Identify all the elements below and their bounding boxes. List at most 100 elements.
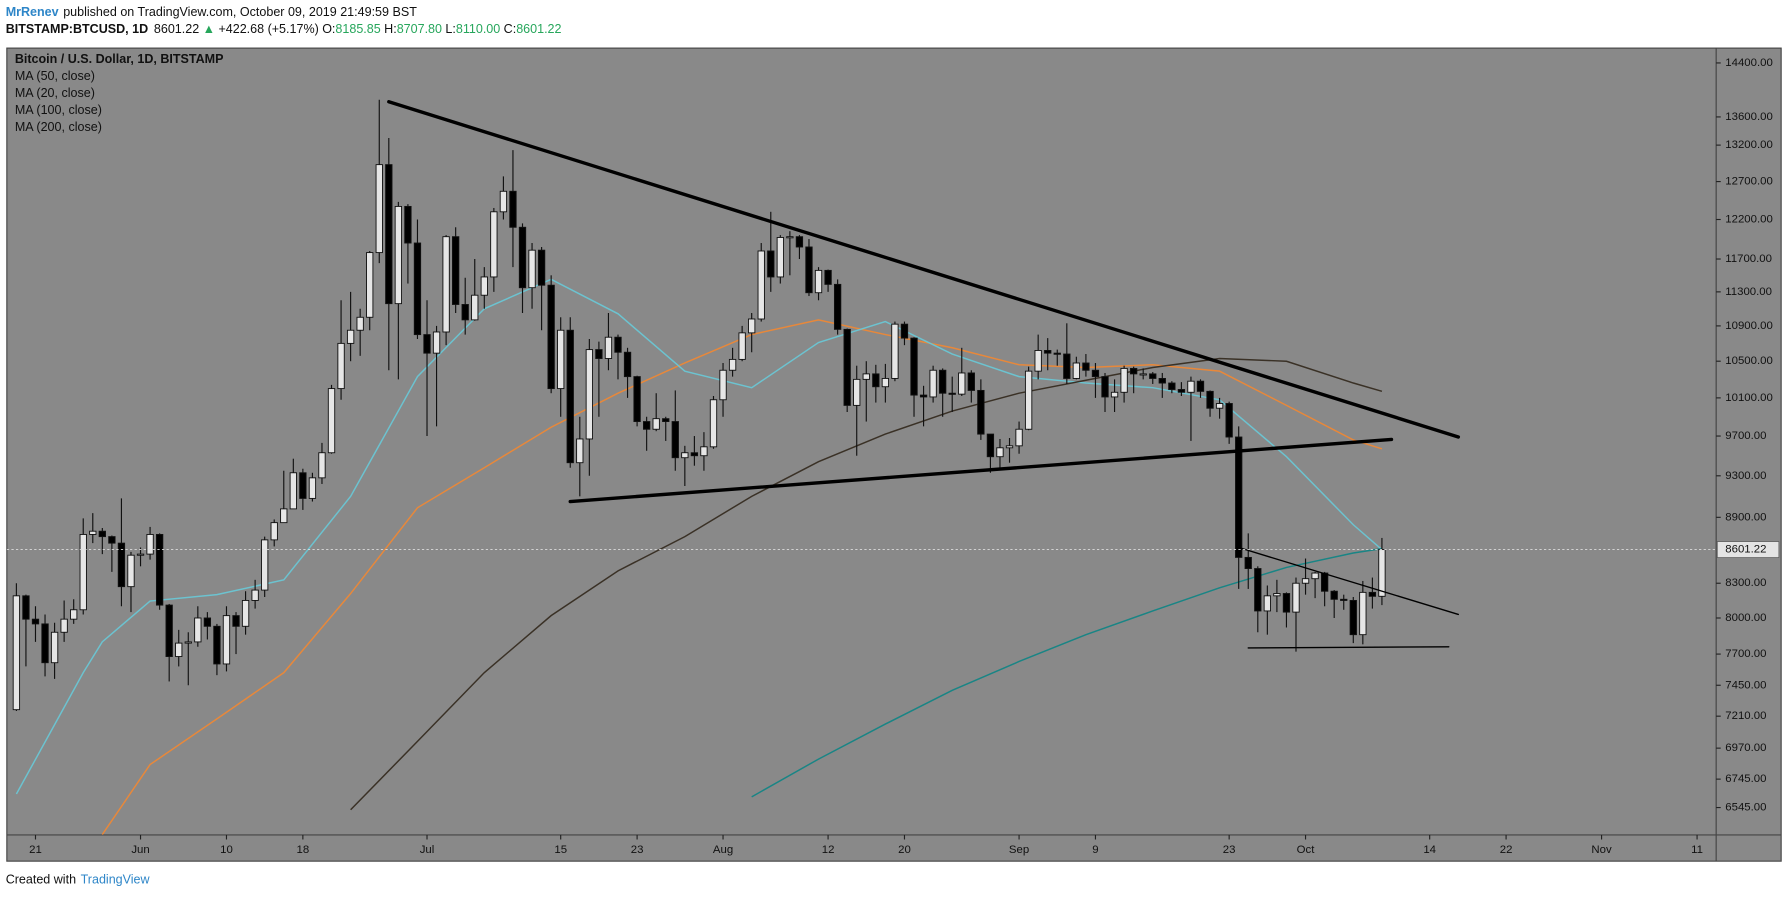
x-tick-label: 23 — [1223, 844, 1236, 856]
candle-body — [824, 269, 832, 285]
candle-body — [1168, 382, 1176, 390]
candle-body — [1301, 578, 1310, 584]
candle-body — [833, 283, 842, 330]
price: 8601.22 — [154, 22, 199, 36]
legend: Bitcoin / U.S. Dollar, 1D, BITSTAMP MA (… — [15, 52, 224, 134]
candle-body — [261, 539, 269, 591]
candle-body — [1340, 598, 1348, 601]
y-tick-label: 10100.00 — [1725, 392, 1773, 404]
candle-body — [1120, 367, 1128, 393]
candle-body — [843, 328, 851, 406]
candle-body — [1005, 445, 1014, 449]
author[interactable]: MrRenev — [6, 5, 59, 19]
candle-body — [537, 249, 546, 286]
candle-body — [1368, 591, 1377, 597]
y-tick-label: 13200.00 — [1725, 139, 1773, 151]
candle-body — [136, 553, 145, 556]
candle-body — [958, 372, 966, 395]
candle-body — [1187, 380, 1195, 393]
ohlc-value: 8110.00 — [456, 22, 500, 36]
y-tick-label: 12700.00 — [1725, 176, 1773, 188]
footer-logo[interactable]: TradingView — [81, 873, 151, 887]
x-tick-label: Jul — [420, 844, 435, 856]
candle-body — [614, 336, 622, 353]
candle-body — [1206, 390, 1214, 409]
candle-body — [862, 373, 870, 380]
candle-body — [1082, 362, 1090, 371]
candle-body — [1215, 403, 1224, 409]
candle-body — [452, 236, 460, 305]
candle-body — [289, 472, 297, 510]
y-tick-label: 11700.00 — [1725, 253, 1772, 265]
candle-body — [60, 618, 68, 633]
candle-body — [757, 250, 765, 320]
y-tick-label: 8000.00 — [1725, 612, 1766, 624]
ma-line — [350, 357, 1383, 811]
ohlc-value: 8601.22 — [516, 22, 561, 36]
candle-body — [910, 337, 918, 396]
x-tick-label: Jun — [131, 844, 149, 856]
x-tick-label: 11 — [1691, 844, 1703, 856]
y-tick-label: 10900.00 — [1725, 320, 1773, 332]
x-tick-label: 14 — [1423, 844, 1436, 856]
candle-body — [566, 329, 574, 464]
candle-body — [595, 349, 603, 359]
y-tick-label: 12200.00 — [1725, 214, 1773, 226]
candle-body — [900, 323, 909, 339]
x-tick-label: Oct — [1297, 844, 1316, 856]
candle-body — [1292, 582, 1300, 613]
ma-line — [15, 278, 1383, 795]
candle-body — [528, 249, 536, 289]
candle-body — [633, 376, 641, 423]
candle-body — [662, 418, 670, 423]
candle-body — [490, 211, 498, 278]
candle-body — [585, 349, 593, 440]
candle-body — [853, 378, 861, 406]
candle-body — [814, 269, 823, 294]
candle-body — [1244, 556, 1252, 570]
ohlc-value: 8185.85 — [335, 22, 380, 36]
x-tick-label: 12 — [822, 844, 835, 856]
candle-body — [881, 377, 890, 388]
candle-body — [1158, 377, 1166, 384]
candle-body — [786, 236, 794, 239]
candle-body — [996, 447, 1004, 458]
candle-body — [776, 237, 784, 278]
candle-body — [175, 642, 183, 657]
candle-body — [939, 369, 947, 394]
candle-body — [986, 433, 995, 458]
candle-body — [1091, 369, 1100, 378]
candle-body — [1378, 549, 1386, 597]
candle-body — [557, 329, 565, 390]
trendline — [568, 437, 1394, 504]
candle-body — [222, 615, 231, 665]
candle-body — [165, 604, 173, 657]
candle-body — [1349, 599, 1357, 636]
candle-body — [1273, 593, 1281, 597]
x-tick-label: 22 — [1500, 844, 1513, 856]
candle-body — [604, 336, 613, 359]
candle-body — [366, 252, 374, 318]
y-tick-label: 13600.00 — [1725, 111, 1773, 123]
candle-body — [213, 625, 221, 665]
y-tick-label: 9300.00 — [1725, 470, 1766, 482]
y-tick-label: 7210.00 — [1725, 710, 1766, 722]
candle-body — [681, 452, 689, 459]
candle-body — [31, 618, 40, 625]
candle-body — [184, 641, 192, 644]
candle-body — [919, 394, 928, 398]
y-tick-label: 6970.00 — [1725, 742, 1766, 754]
candle-body — [1311, 572, 1319, 580]
ohlc-value: 8707.80 — [397, 22, 442, 36]
candle-body — [977, 389, 985, 435]
candle-body — [1063, 353, 1071, 379]
candle-body — [117, 542, 126, 588]
candle-body — [98, 530, 106, 538]
candle-body — [270, 522, 278, 541]
candle-body — [767, 250, 775, 278]
x-tick-label: 20 — [898, 844, 911, 856]
candle-body — [547, 284, 555, 390]
candle-body — [155, 533, 164, 606]
candle-body — [1024, 370, 1033, 430]
candle-body — [967, 372, 975, 391]
